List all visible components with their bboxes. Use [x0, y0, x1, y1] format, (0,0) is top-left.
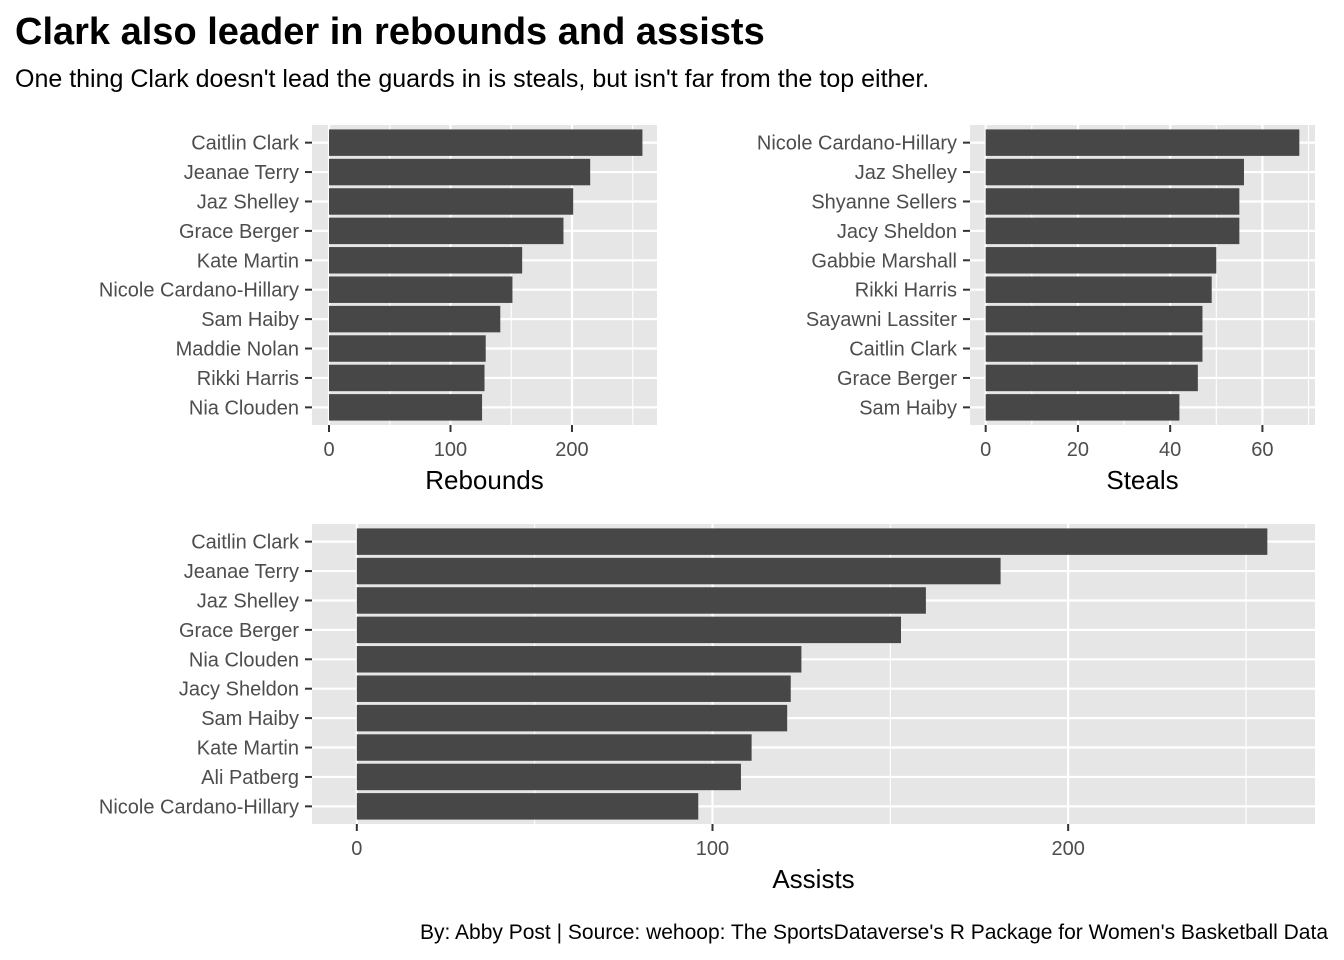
y-tick-label: Sam Haiby — [201, 708, 299, 730]
y-tick-label: Grace Berger — [179, 620, 299, 642]
y-tick-label: Nia Clouden — [189, 397, 299, 419]
bar — [329, 364, 485, 392]
y-tick-label: Rikki Harris — [197, 368, 299, 390]
y-tick-label: Maddie Nolan — [176, 339, 299, 361]
bar — [329, 335, 486, 362]
bar — [356, 704, 788, 732]
x-axis-label: Assists — [772, 864, 854, 894]
y-tick-label: Nicole Cardano-Hillary — [99, 796, 299, 818]
bar — [356, 528, 1268, 555]
x-tick-label: 200 — [1051, 838, 1084, 860]
bar — [329, 188, 574, 215]
y-tick-label: Nicole Cardano-Hillary — [757, 133, 957, 155]
bar — [985, 158, 1244, 186]
page-subtitle: One thing Clark doesn't lead the guards … — [15, 65, 930, 93]
y-tick-label: Sayawni Lassiter — [806, 309, 958, 331]
x-tick-label: 60 — [1251, 439, 1273, 461]
x-tick-label: 0 — [323, 439, 334, 461]
x-axis-label: Rebounds — [425, 465, 544, 495]
y-tick-label: Jeanae Terry — [184, 162, 299, 184]
bar — [985, 129, 1300, 156]
bar — [985, 305, 1203, 333]
y-tick-label: Gabbie Marshall — [811, 250, 957, 272]
y-tick-label: Grace Berger — [179, 221, 299, 243]
x-tick-label: 100 — [696, 838, 729, 860]
y-tick-label: Jaz Shelley — [197, 191, 299, 213]
y-tick-label: Jaz Shelley — [855, 162, 957, 184]
y-tick-label: Kate Martin — [197, 738, 299, 760]
y-tick-label: Jeanae Terry — [184, 561, 299, 583]
y-tick-label: Caitlin Clark — [849, 339, 958, 361]
x-axis-label: Steals — [1106, 465, 1178, 495]
bar — [985, 276, 1212, 303]
bar — [356, 763, 741, 791]
caption: By: Abby Post | Source: wehoop: The Spor… — [420, 921, 1328, 944]
y-tick-label: Rikki Harris — [855, 280, 957, 302]
y-tick-label: Jaz Shelley — [197, 590, 299, 612]
y-tick-label: Sam Haiby — [201, 309, 299, 331]
bar — [356, 734, 752, 761]
x-tick-label: 20 — [1067, 439, 1089, 461]
x-tick-label: 40 — [1159, 439, 1181, 461]
bar — [329, 276, 513, 303]
y-tick-label: Nicole Cardano-Hillary — [99, 280, 299, 302]
bar — [985, 364, 1198, 392]
bar — [356, 646, 802, 673]
y-tick-label: Nia Clouden — [189, 649, 299, 671]
x-tick-label: 200 — [555, 439, 588, 461]
bar — [329, 394, 483, 421]
bar — [356, 616, 901, 644]
bar — [356, 675, 791, 702]
bar — [329, 217, 564, 245]
x-tick-label: 0 — [980, 439, 991, 461]
bar — [356, 557, 1001, 585]
y-tick-label: Ali Patberg — [201, 767, 299, 789]
page-title: Clark also leader in rebounds and assist… — [15, 11, 765, 53]
y-tick-label: Sam Haiby — [859, 397, 957, 419]
bar — [985, 217, 1240, 245]
bar — [985, 335, 1203, 362]
bar — [356, 587, 926, 614]
x-tick-label: 100 — [434, 439, 467, 461]
y-tick-label: Jacy Sheldon — [179, 679, 299, 701]
y-tick-label: Grace Berger — [837, 368, 957, 390]
bar — [985, 188, 1240, 215]
y-tick-label: Caitlin Clark — [191, 532, 300, 554]
bar — [329, 247, 523, 274]
bar — [356, 793, 699, 820]
bar — [329, 158, 591, 186]
x-tick-label: 0 — [351, 838, 362, 860]
bar — [985, 394, 1180, 421]
y-tick-label: Kate Martin — [197, 250, 299, 272]
y-tick-label: Caitlin Clark — [191, 133, 300, 155]
bar — [985, 247, 1217, 274]
bar — [329, 129, 643, 156]
bar — [329, 305, 501, 333]
y-tick-label: Jacy Sheldon — [837, 221, 957, 243]
y-tick-label: Shyanne Sellers — [811, 191, 957, 213]
